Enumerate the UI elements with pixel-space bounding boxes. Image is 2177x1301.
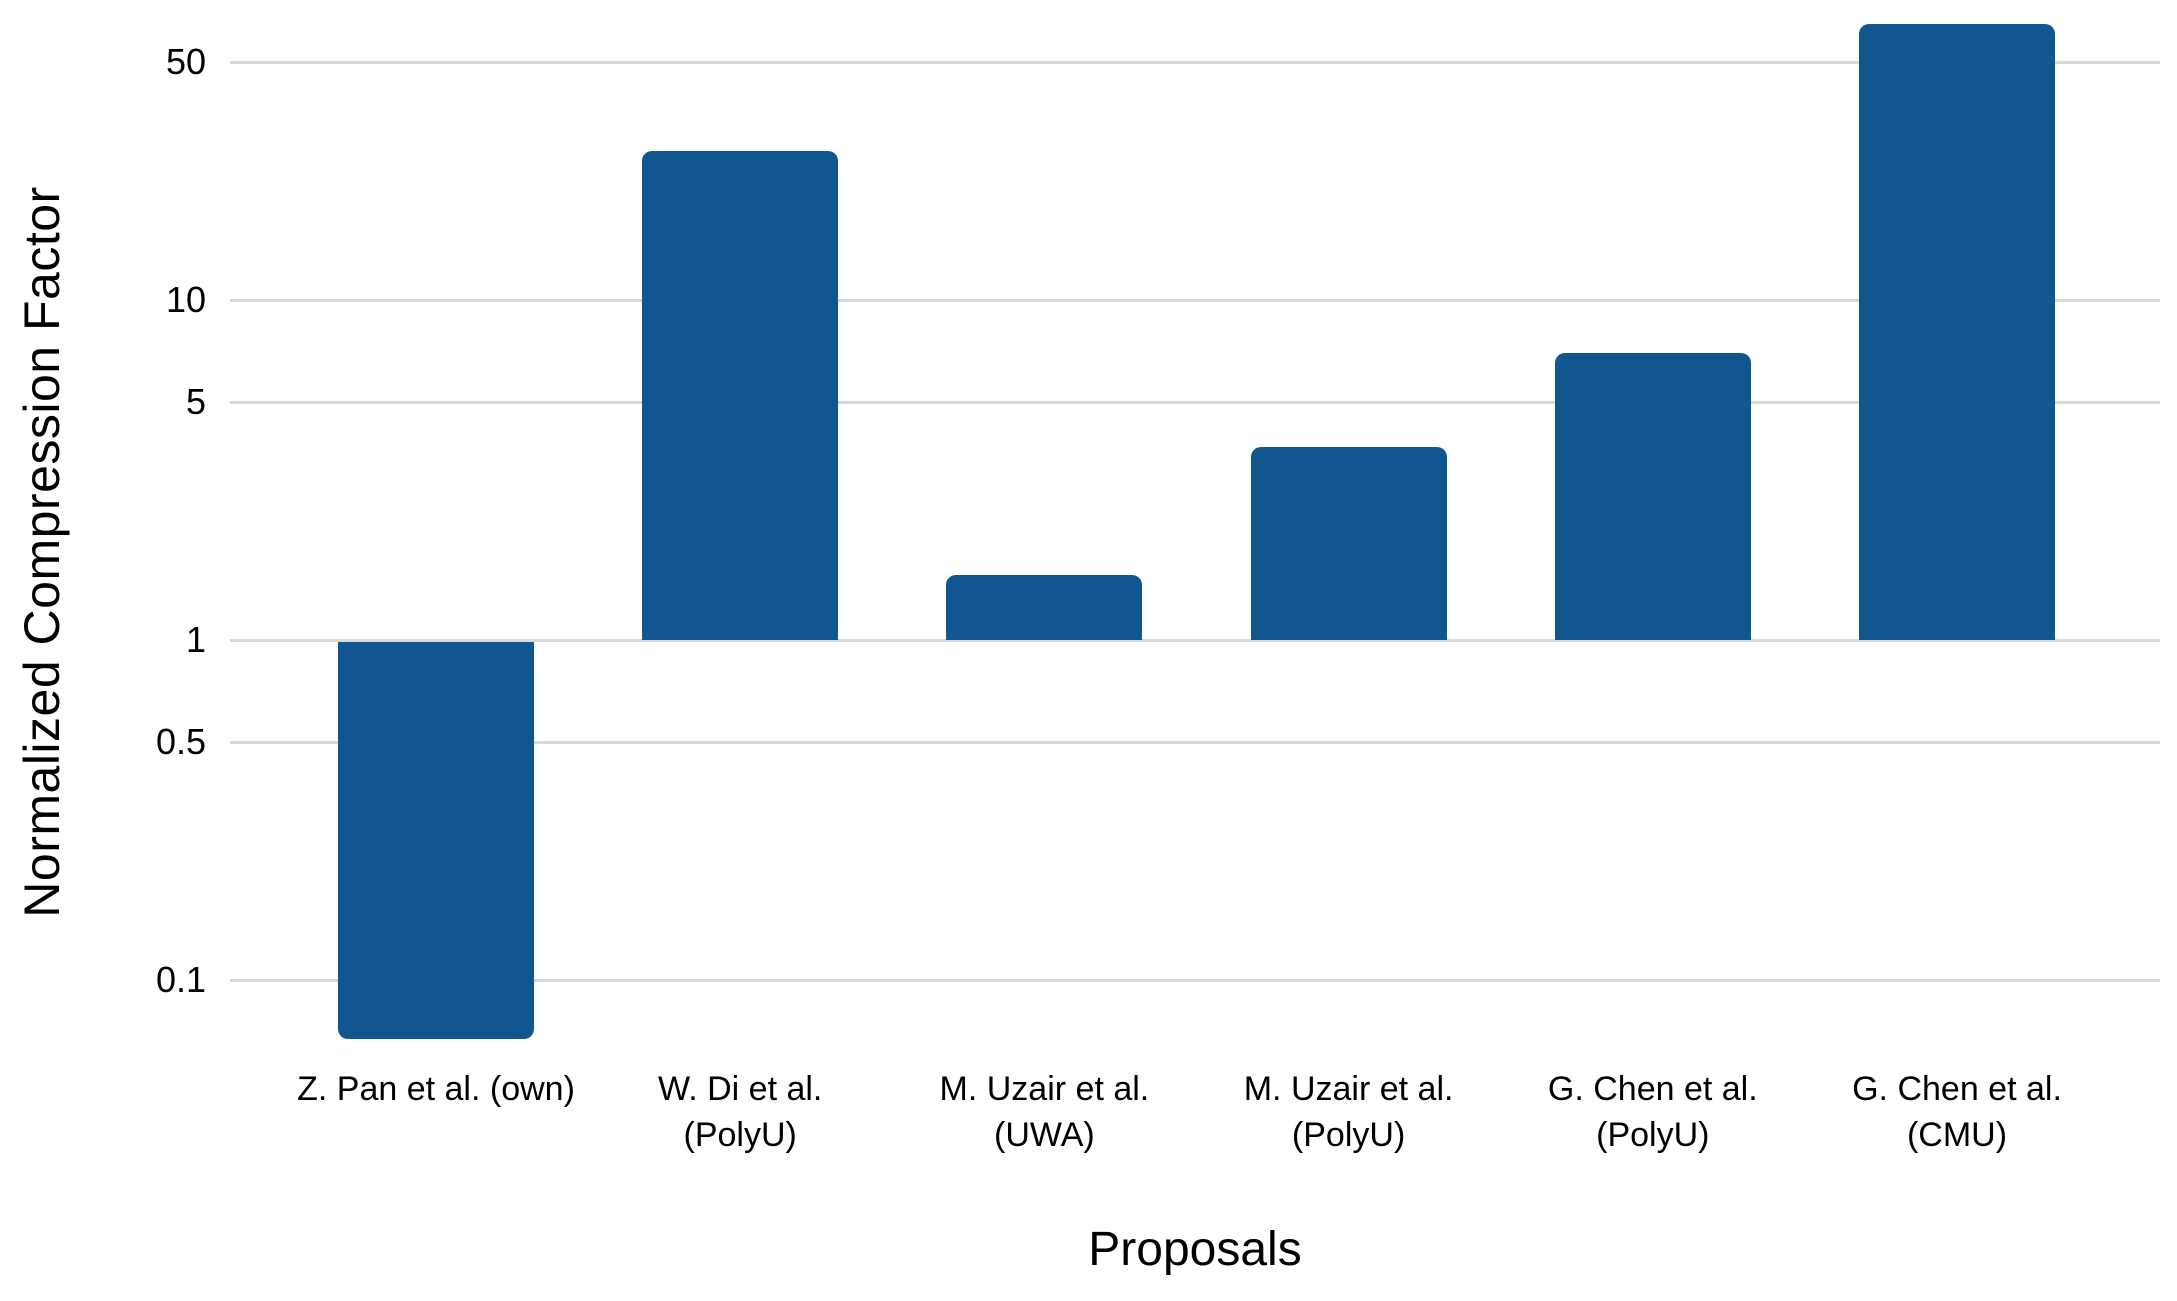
y-tick-label-5: 5 <box>185 381 206 423</box>
x-axis-title: Proposals <box>1088 1223 1302 1276</box>
gridline-10 <box>230 298 2160 302</box>
y-tick-label-1: 1 <box>185 619 206 660</box>
y-tick-label-0.1: 0.1 <box>155 959 206 1000</box>
bar-6 <box>1859 23 2055 640</box>
bar-4 <box>1250 446 1447 640</box>
bar-3 <box>946 575 1143 640</box>
bar-1 <box>338 642 534 1040</box>
x-category-label-4: M. Uzair et al. (PolyU) <box>1243 1070 1454 1154</box>
gridline-0.5 <box>230 740 2160 744</box>
x-category-label-3: M. Uzair et al. (UWA) <box>939 1070 1150 1154</box>
x-category-label-1: Z. Pan et al. (own) <box>297 1070 575 1108</box>
gridline-5 <box>230 400 2160 404</box>
gridline-1 <box>230 638 2160 642</box>
bar-2 <box>642 150 839 640</box>
gridline-50 <box>230 60 2160 64</box>
x-category-label-2: W. Di et al. (PolyU) <box>658 1070 823 1154</box>
x-category-label-5: G. Chen et al. (PolyU) <box>1547 1070 1758 1154</box>
y-tick-label-0.5: 0.5 <box>155 721 206 763</box>
plot-area <box>230 0 2160 1045</box>
bar-5 <box>1554 352 1751 640</box>
y-tick-label-50: 50 <box>165 41 206 83</box>
y-tick-label-10: 10 <box>165 279 206 320</box>
x-category-label-6: G. Chen et al. (CMU) <box>1852 1070 2062 1154</box>
gridline-0.1 <box>230 978 2160 982</box>
